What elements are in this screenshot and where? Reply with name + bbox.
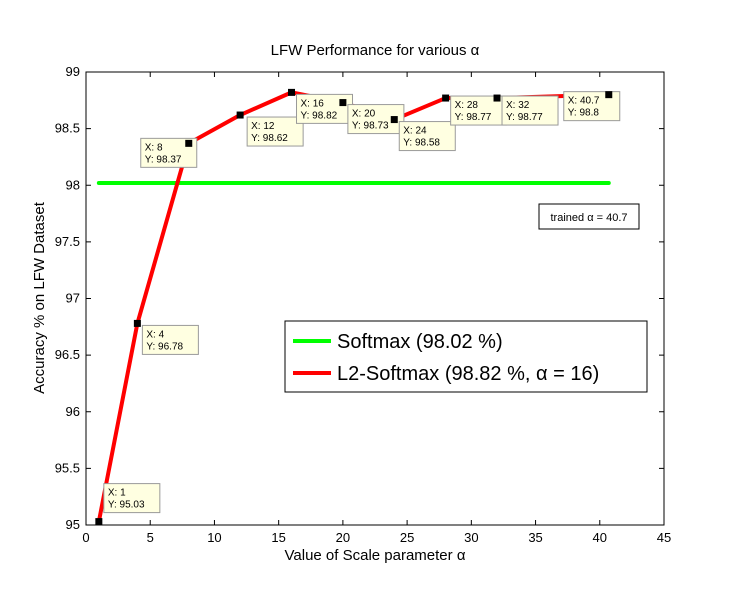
datatip-x-label: X: 24: [403, 126, 427, 137]
y-axis-label: Accuracy % on LFW Dataset: [31, 201, 48, 394]
y-tick-label: 97: [66, 291, 80, 306]
y-tick-label: 99: [66, 64, 80, 79]
datatip-y-label: Y: 98.77: [506, 112, 543, 123]
x-tick-label: 40: [593, 530, 607, 545]
datatip-y-label: Y: 98.73: [352, 121, 389, 132]
x-tick-label: 10: [207, 530, 221, 545]
legend-label: Softmax (98.02 %): [337, 331, 503, 353]
data-point-marker: [339, 99, 347, 107]
data-point-marker: [185, 139, 193, 147]
datatip-x-label: X: 28: [455, 100, 479, 111]
data-point-marker: [95, 518, 103, 526]
datatip-box: [103, 483, 161, 514]
x-tick-label: 30: [464, 530, 478, 545]
data-point-marker: [442, 94, 450, 102]
x-axis-label: Value of Scale parameter α: [285, 547, 466, 564]
y-tick-label: 98.5: [55, 121, 80, 136]
data-point-marker: [133, 319, 141, 327]
datatip-box: [246, 116, 304, 147]
datatip-x-label: X: 1: [108, 488, 126, 499]
y-tick-label: 95: [66, 517, 80, 532]
data-point-marker: [605, 91, 613, 99]
datatip-x-label: X: 16: [301, 98, 325, 109]
plot-area: 0 5 10 15 20 25 30 35 40 45 95 95.5 96 96.5 97 97.5 98 98…: [55, 64, 672, 545]
y-tick-label: 98: [66, 177, 80, 192]
datatip-y-label: Y: 98.37: [145, 154, 182, 165]
datatip-y-label: Y: 98.62: [251, 133, 288, 144]
data-point-marker: [288, 88, 296, 96]
data-point-marker: [236, 111, 244, 119]
datatip-box: [140, 137, 198, 168]
datatip-y-label: Y: 96.78: [146, 341, 183, 352]
datatip-y-label: Y: 95.03: [108, 500, 145, 511]
x-tick-label: 20: [336, 530, 350, 545]
datatip-y-label: Y: 98.82: [301, 110, 338, 121]
chart-title: LFW Performance for various α: [271, 42, 480, 59]
datatip-x-label: X: 32: [506, 100, 530, 111]
datatip-y-label: Y: 98.8: [568, 108, 600, 119]
x-tick-label: 45: [657, 530, 671, 545]
datatip-box: [141, 324, 199, 355]
datatip-x-label: X: 4: [146, 329, 164, 340]
datatip-x-label: X: 12: [251, 121, 275, 132]
legend-label: L2-Softmax (98.82 %, α = 16): [337, 363, 599, 385]
datatip-box: [563, 91, 621, 122]
x-tick-label: 35: [528, 530, 542, 545]
datatip-y-label: Y: 98.77: [455, 112, 492, 123]
x-tick-label: 0: [82, 530, 89, 545]
datatip-box: [398, 121, 456, 152]
datatip-x-label: X: 20: [352, 109, 376, 120]
datatip-x-label: X: 40.7: [568, 96, 600, 107]
data-point-marker: [390, 116, 398, 124]
x-tick-label: 25: [400, 530, 414, 545]
datatip-y-label: Y: 98.58: [403, 138, 440, 149]
datatip-x-label: X: 8: [145, 142, 163, 153]
y-tick-label: 97.5: [55, 234, 80, 249]
datatip-box: [501, 95, 559, 126]
legend-box: [284, 320, 648, 393]
y-tick-label: 96.5: [55, 347, 80, 362]
x-tick-label: 15: [271, 530, 285, 545]
y-tick-label: 95.5: [55, 460, 80, 475]
trained-alpha-annotation: trained α = 40.7: [551, 212, 628, 224]
trained-alpha-annotation-box: [538, 203, 640, 230]
data-point-marker: [493, 94, 501, 102]
x-tick-label: 5: [147, 530, 154, 545]
y-tick-label: 96: [66, 404, 80, 419]
